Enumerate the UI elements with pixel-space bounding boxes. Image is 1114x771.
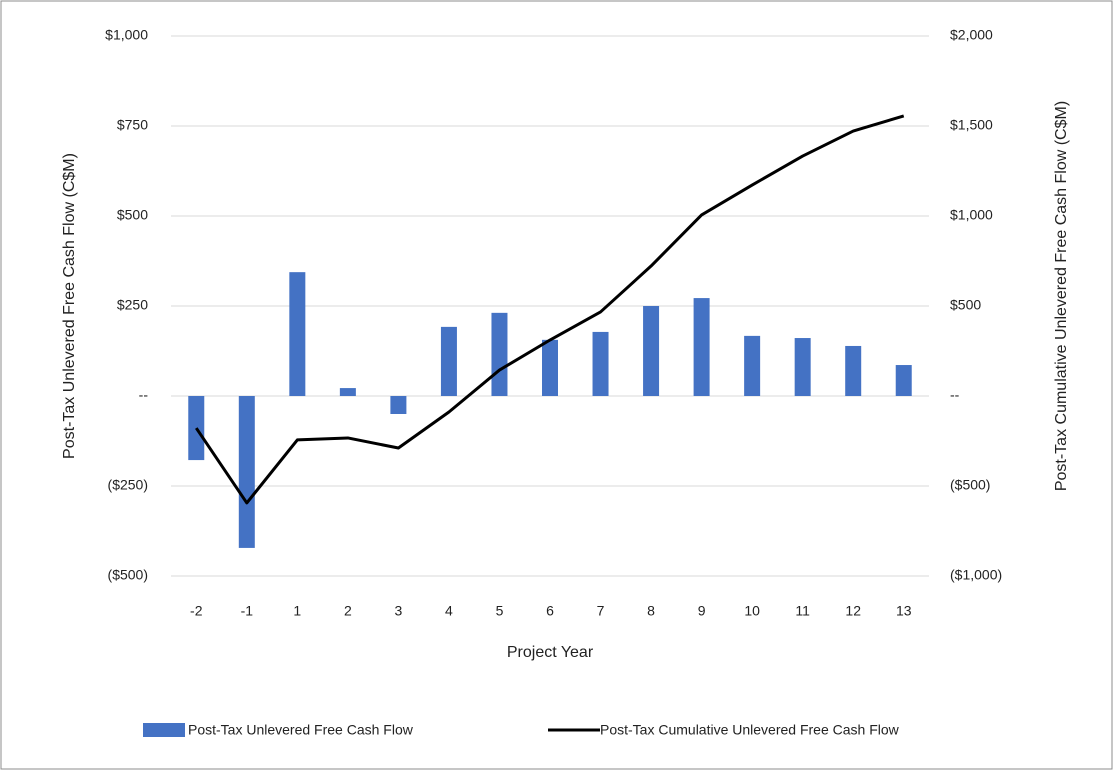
x-axis-title: Project Year	[507, 644, 594, 661]
x-tick-label: 9	[698, 603, 706, 619]
bar	[693, 298, 710, 396]
y2-tick-label: $1,000	[950, 207, 993, 223]
y2-axis-title: Post-Tax Cumulative Unlevered Free Cash …	[1053, 101, 1070, 491]
y-tick-label: ($500)	[108, 567, 148, 583]
y-tick-label: ($250)	[108, 477, 148, 493]
x-tick-label: -2	[190, 603, 203, 619]
bar	[542, 339, 558, 396]
bar	[491, 312, 508, 396]
x-tick-label: 4	[445, 603, 453, 619]
x-tick-label: -1	[241, 603, 254, 619]
y-tick-label: $1,000	[105, 27, 148, 43]
line	[195, 114, 905, 505]
y-tick-label: $750	[117, 117, 148, 133]
x-tick-label: 5	[496, 603, 504, 619]
bar	[845, 345, 862, 396]
y-tick-label: $250	[117, 297, 148, 313]
x-tick-label: 11	[795, 603, 810, 619]
y-tick-label: --	[139, 387, 149, 403]
bar	[592, 331, 609, 396]
y-tick-label: $500	[117, 207, 148, 223]
y2-tick-label: ($500)	[950, 477, 990, 493]
y2-tick-label: $2,000	[950, 27, 993, 43]
bar	[289, 272, 306, 396]
bar	[238, 396, 255, 548]
y2-tick-label: --	[950, 387, 960, 403]
y-axis-title: Post-Tax Unlevered Free Cash Flow (C$M)	[61, 153, 78, 459]
x-tick-label: 3	[395, 603, 403, 619]
x-tick-label: 7	[597, 603, 605, 619]
legend-label: Post-Tax Unlevered Free Cash Flow	[188, 722, 414, 738]
x-tick-label: 12	[845, 603, 861, 619]
y2-tick-label: $500	[950, 297, 981, 313]
bar	[895, 365, 912, 396]
bar	[390, 396, 407, 414]
x-tick-label: 2	[344, 603, 352, 619]
bar	[339, 388, 356, 396]
bar	[643, 306, 660, 396]
x-tick-label: 6	[546, 603, 554, 619]
bar	[794, 338, 811, 396]
legend-label: Post-Tax Cumulative Unlevered Free Cash …	[600, 722, 900, 738]
legend-swatch	[143, 723, 185, 737]
x-tick-label: 8	[647, 603, 655, 619]
bar	[744, 335, 761, 396]
y2-tick-label: $1,500	[950, 117, 993, 133]
x-tick-label: 13	[896, 603, 912, 619]
bar	[440, 326, 457, 396]
x-tick-label: 1	[293, 603, 301, 619]
y2-tick-label: ($1,000)	[950, 567, 1002, 583]
x-tick-label: 10	[744, 603, 760, 619]
